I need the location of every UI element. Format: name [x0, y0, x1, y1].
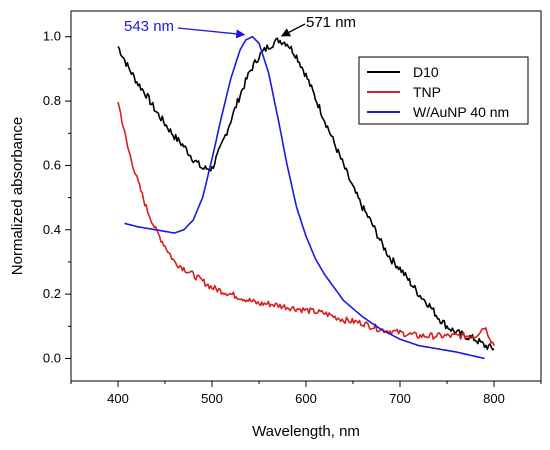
y-tick-label: 1.0 [43, 29, 61, 44]
peak-arrow-571 [280, 23, 306, 37]
legend-label-tnp: TNP [413, 84, 441, 100]
legend-label-wau: W/AuNP 40 nm [413, 104, 509, 120]
y-tick-label: 0.6 [43, 157, 61, 172]
y-tick-label: 0.2 [43, 286, 61, 301]
series-line-d10 [117, 37, 495, 351]
series-line-tnp [117, 101, 495, 346]
y-tick-label: 0.0 [43, 350, 61, 365]
x-tick-label: 600 [295, 391, 317, 406]
peak-annotation-571: 571 nm [306, 14, 356, 31]
y-axis-label: Normalized absorbance [9, 117, 26, 275]
x-axis-label: Wavelength, nm [252, 423, 360, 440]
y-tick-label: 0.4 [43, 222, 61, 237]
x-tick-label: 700 [389, 391, 411, 406]
x-axis: 400 500 600 700 800 [70, 381, 542, 406]
x-tick-label: 800 [483, 391, 505, 406]
x-tick-label: 400 [107, 391, 129, 406]
y-tick-label: 0.8 [43, 93, 61, 108]
peak-annotation-543: 543 nm [124, 18, 174, 35]
legend-label-d10: D10 [413, 64, 439, 80]
x-tick-label: 500 [201, 391, 223, 406]
series-layer [117, 35, 495, 360]
legend: D10 TNP W/AuNP 40 nm [358, 56, 529, 125]
peak-arrow-543 [177, 27, 246, 39]
y-axis: 0.0 0.2 0.4 0.6 0.8 1.0 [43, 29, 71, 365]
series-line-wau [124, 35, 485, 360]
